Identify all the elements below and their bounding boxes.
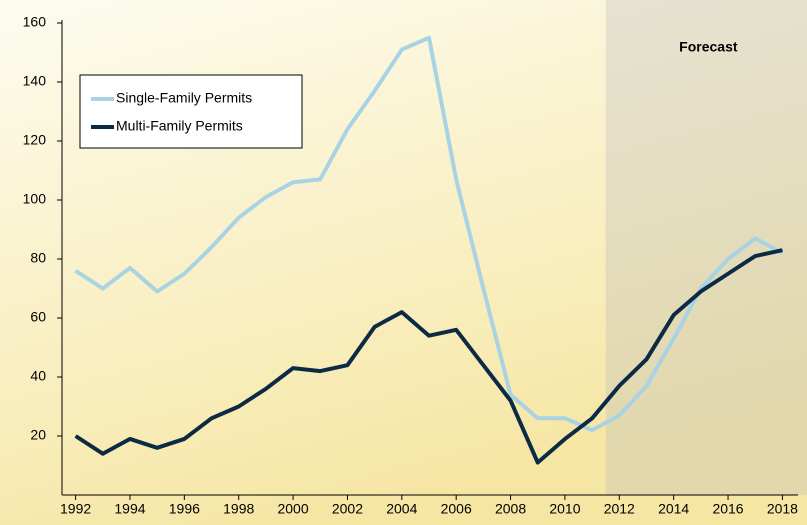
- legend-box: [79, 74, 303, 149]
- y-tick-label: 40: [30, 368, 46, 384]
- x-tick-label: 2012: [604, 501, 635, 517]
- x-tick-label: 1994: [114, 501, 145, 517]
- x-tick-label: 1998: [223, 501, 254, 517]
- x-tick-label: 2000: [277, 501, 308, 517]
- series-line: [74, 35, 784, 433]
- x-tick-label: 2010: [549, 501, 580, 517]
- series-line: [74, 248, 783, 465]
- forecast-region: [605, 0, 807, 495]
- forecast-label: Forecast: [679, 39, 738, 55]
- x-tick-label: 2004: [386, 501, 417, 517]
- y-tick-label: 60: [30, 309, 46, 325]
- x-tick-label: 1996: [169, 501, 200, 517]
- legend-label: Multi-Family Permits: [116, 118, 243, 134]
- legend-label: Single-Family Permits: [116, 90, 252, 106]
- y-tick-label: 20: [30, 427, 46, 443]
- y-tick-label: 100: [23, 191, 47, 207]
- x-tick-label: 2014: [658, 501, 689, 517]
- y-tick-label: 120: [23, 132, 47, 148]
- x-tick-label: 1992: [60, 501, 91, 517]
- y-tick-label: 160: [23, 14, 47, 30]
- x-tick-label: 2002: [332, 501, 363, 517]
- x-tick-label: 2008: [495, 501, 526, 517]
- y-tick-label: 140: [23, 73, 47, 89]
- y-tick-label: 80: [30, 250, 46, 266]
- x-tick-label: 2006: [441, 501, 472, 517]
- x-tick-label: 2016: [712, 501, 743, 517]
- x-tick-label: 2018: [767, 501, 798, 517]
